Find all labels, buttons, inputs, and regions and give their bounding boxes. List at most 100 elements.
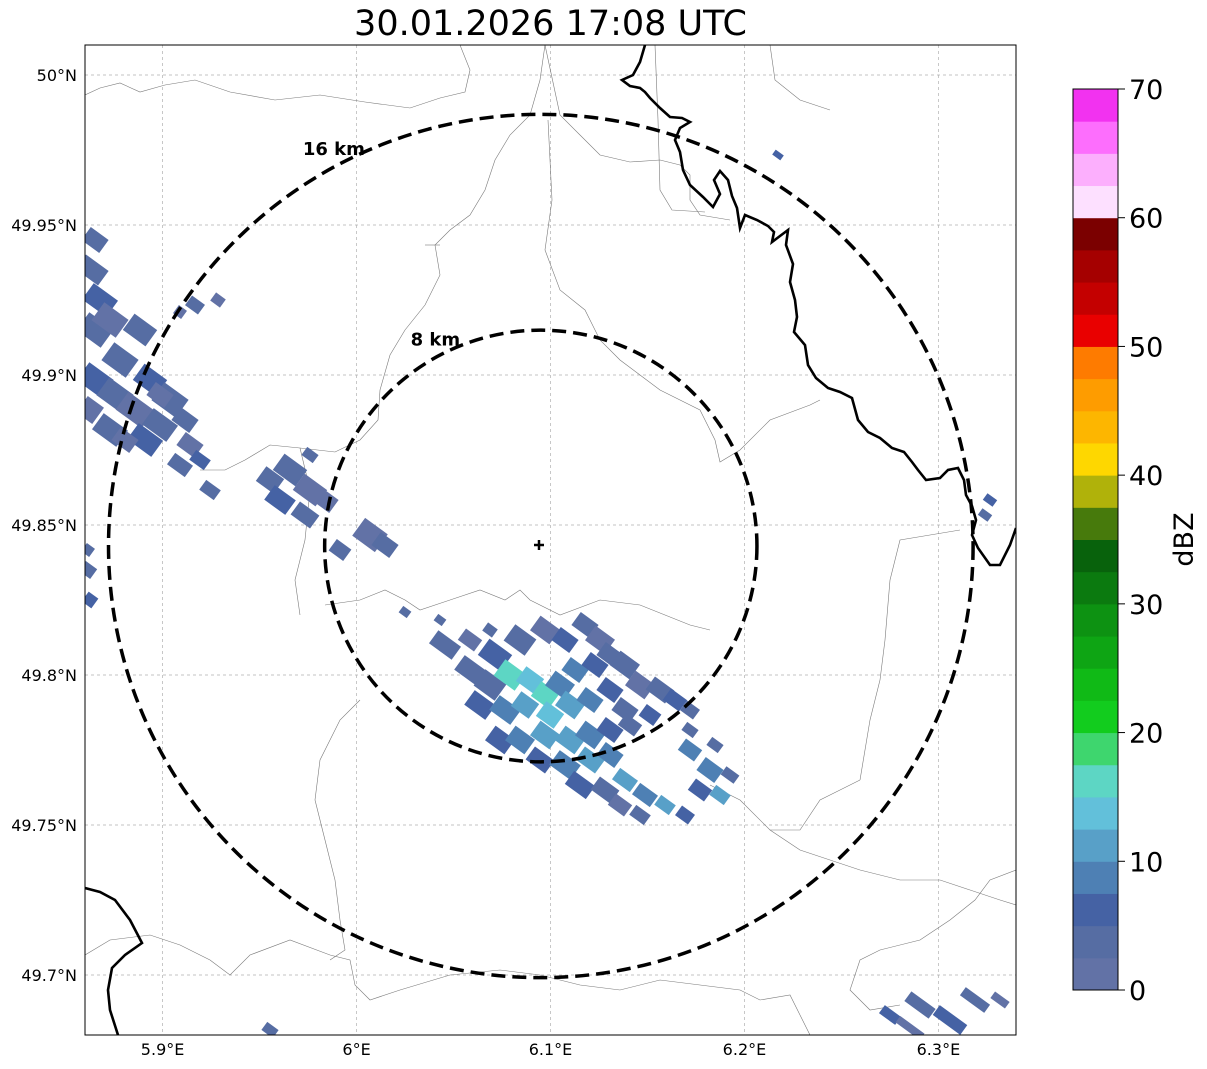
colorbar-segment	[1073, 571, 1118, 605]
echo-cell	[530, 615, 560, 645]
echo-cell	[654, 794, 676, 816]
echo-cell	[895, 1015, 925, 1035]
radar-site-marker	[534, 540, 544, 550]
echo-cell	[146, 382, 174, 408]
colorbar-segment	[1073, 539, 1118, 573]
echo-cell	[575, 720, 605, 750]
echo-cell	[101, 342, 139, 378]
echo-cell	[596, 742, 624, 768]
lat-tick-label: 49.95°N	[11, 216, 77, 235]
colorbar-segment	[1073, 636, 1118, 669]
lat-tick-label: 49.85°N	[11, 516, 77, 535]
echo-cell	[677, 738, 703, 762]
echo-cell	[398, 605, 412, 619]
commune-border	[769, 829, 1016, 906]
commune-border	[544, 45, 731, 221]
echo-cell	[328, 539, 352, 561]
echo-cell	[596, 717, 624, 743]
map-borders	[85, 45, 1016, 1035]
radar-reflectivity-echoes	[85, 149, 1010, 1035]
echo-cell	[607, 793, 633, 817]
range-ring-8km	[322, 328, 759, 764]
commune-border	[85, 45, 471, 109]
lon-tick-label: 6.2°E	[723, 1040, 767, 1059]
echo-cell	[772, 149, 784, 161]
echo-cell	[261, 1021, 279, 1035]
echo-cell	[720, 766, 740, 784]
latitude-axis: 49.7°N 49.75°N 49.8°N 49.85°N 49.9°N 49.95°N 5…	[11, 66, 77, 985]
echo-cell	[505, 725, 535, 755]
commune-border	[769, 45, 831, 111]
echo-cell	[115, 391, 155, 429]
echo-cell	[482, 622, 498, 638]
commune-border	[859, 529, 961, 781]
echo-cell	[878, 1005, 902, 1025]
echo-cell	[611, 767, 639, 793]
echo-cell	[264, 485, 296, 515]
colorbar-axis-label: dBZ	[1169, 512, 1200, 566]
echo-cell	[617, 713, 643, 737]
echo-cell	[555, 690, 585, 720]
echo-cell	[85, 254, 109, 286]
lon-tick-label: 5.9°E	[141, 1040, 185, 1059]
colorbar-segment	[1073, 282, 1118, 315]
echo-cell	[433, 613, 447, 627]
lat-tick-label: 49.7°N	[21, 966, 77, 985]
echo-cell	[576, 687, 604, 713]
lat-tick-label: 49.8°N	[21, 666, 77, 685]
echo-cell	[982, 493, 998, 507]
map-title: 30.01.2026 17:08 UTC	[354, 4, 747, 44]
colorbar-tick-label: 30	[1129, 590, 1163, 621]
colorbar-segment	[1073, 314, 1118, 347]
echo-cell	[85, 396, 104, 424]
colorbar-segment	[1073, 378, 1118, 412]
colorbar-segment	[1073, 732, 1118, 766]
echo-cell	[581, 652, 609, 678]
echo-cell	[85, 312, 114, 348]
colorbar-segment	[1073, 185, 1118, 219]
colorbar-segment	[1073, 89, 1118, 122]
colorbar-segment	[1073, 925, 1118, 959]
colorbar-tick-label: 40	[1129, 461, 1163, 492]
echo-cell	[959, 987, 991, 1013]
lat-tick-label: 49.9°N	[21, 366, 77, 385]
echo-cell	[428, 630, 462, 660]
echo-cell	[555, 725, 585, 755]
colorbar-segment	[1073, 217, 1118, 251]
map-area[interactable]: 8 km 16 km	[75, 44, 1017, 1040]
colorbar-segment	[1073, 957, 1118, 991]
colorbar-segment	[1073, 668, 1118, 701]
commune-border	[849, 869, 1016, 1011]
echo-cell	[638, 704, 662, 726]
echo-cell	[549, 750, 581, 780]
lon-tick-label: 6°E	[342, 1040, 370, 1059]
echo-cell	[473, 669, 507, 701]
echo-cell	[625, 670, 655, 700]
echo-cell	[85, 543, 95, 557]
echo-cell	[199, 479, 221, 501]
commune-border	[200, 45, 546, 471]
colorbar-segment	[1073, 153, 1118, 187]
echo-cell	[611, 697, 639, 723]
colorbar-tick-label: 60	[1129, 204, 1163, 235]
echo-cell	[371, 532, 399, 558]
colorbar-segment	[1073, 442, 1118, 476]
lat-tick-label: 50°N	[37, 66, 77, 85]
echo-cell	[590, 776, 620, 804]
echo-cell	[454, 655, 486, 685]
national-border	[619, 45, 1016, 567]
echo-cell	[210, 292, 226, 308]
map-frame	[84, 44, 1017, 1036]
colorbar-segment	[1073, 764, 1118, 798]
colorbar-tick-label: 0	[1129, 976, 1146, 1007]
commune-border	[85, 934, 811, 1035]
echo-cell	[272, 453, 308, 487]
echo-cell	[85, 227, 109, 253]
colorbar-segment	[1073, 475, 1118, 508]
echo-cell	[561, 657, 589, 683]
echo-cell	[85, 561, 98, 579]
colorbar-segment	[1073, 829, 1118, 862]
echo-cell	[525, 746, 555, 774]
colorbar-tick-label: 10	[1129, 847, 1163, 878]
